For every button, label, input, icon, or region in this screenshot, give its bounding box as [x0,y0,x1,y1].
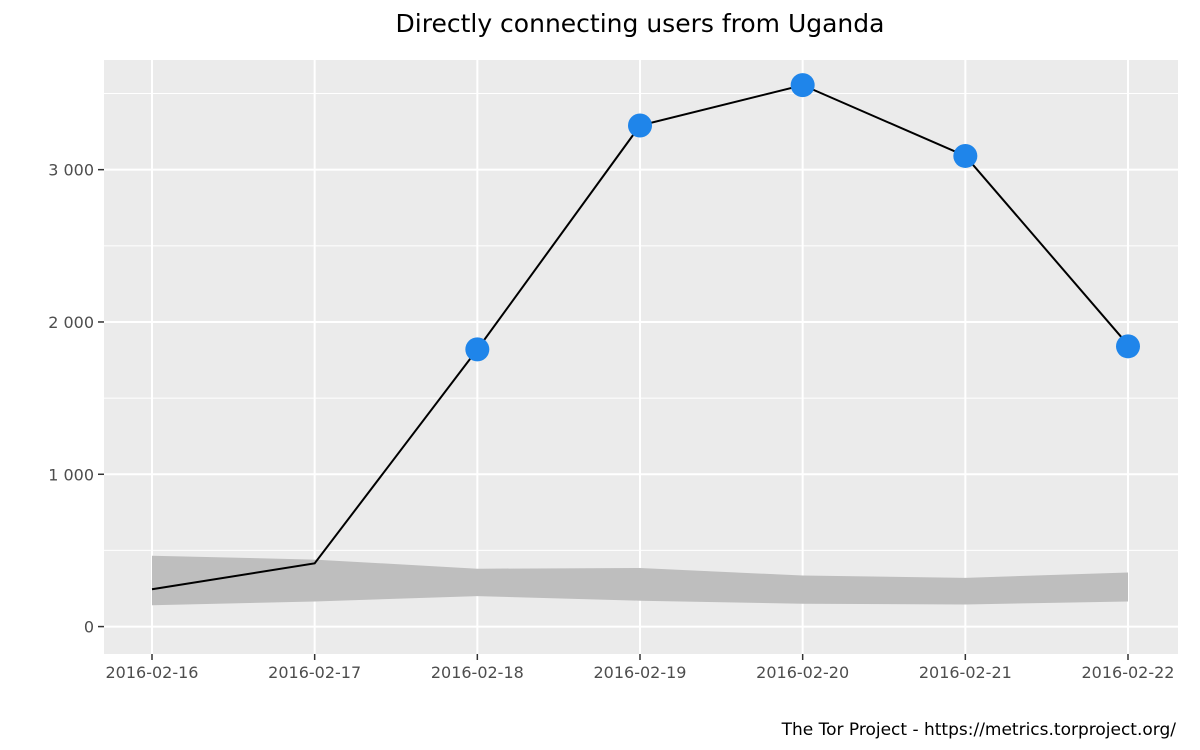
data-point [790,73,815,98]
data-point [465,337,490,362]
series-marks [151,73,1140,591]
data-point [1116,334,1140,359]
y-tick-label: 1 000 [48,465,94,484]
x-tick-label: 2016-02-17 [268,663,361,682]
y-axis: 0 1 000 2 000 3 000 [48,161,104,637]
data-point [628,113,652,138]
data-point [953,143,978,168]
chart-caption: The Tor Project - https://metrics.torpro… [781,720,1177,740]
x-tick-label: 2016-02-16 [106,663,199,682]
y-tick-label: 3 000 [48,161,94,180]
chart-title: Directly connecting users from Uganda [396,9,885,38]
x-tick-label: 2016-02-22 [1082,663,1175,682]
x-tick-label: 2016-02-18 [431,663,524,682]
x-tick-label: 2016-02-21 [919,663,1012,682]
y-tick-label: 0 [84,618,94,637]
y-tick-label: 2 000 [48,313,94,332]
x-tick-label: 2016-02-20 [756,663,849,682]
expected-range-ribbon [152,555,1128,606]
x-axis: 2016-02-16 2016-02-17 2016-02-18 2016-02-19… [106,654,1175,682]
x-tick-label: 2016-02-19 [594,663,687,682]
